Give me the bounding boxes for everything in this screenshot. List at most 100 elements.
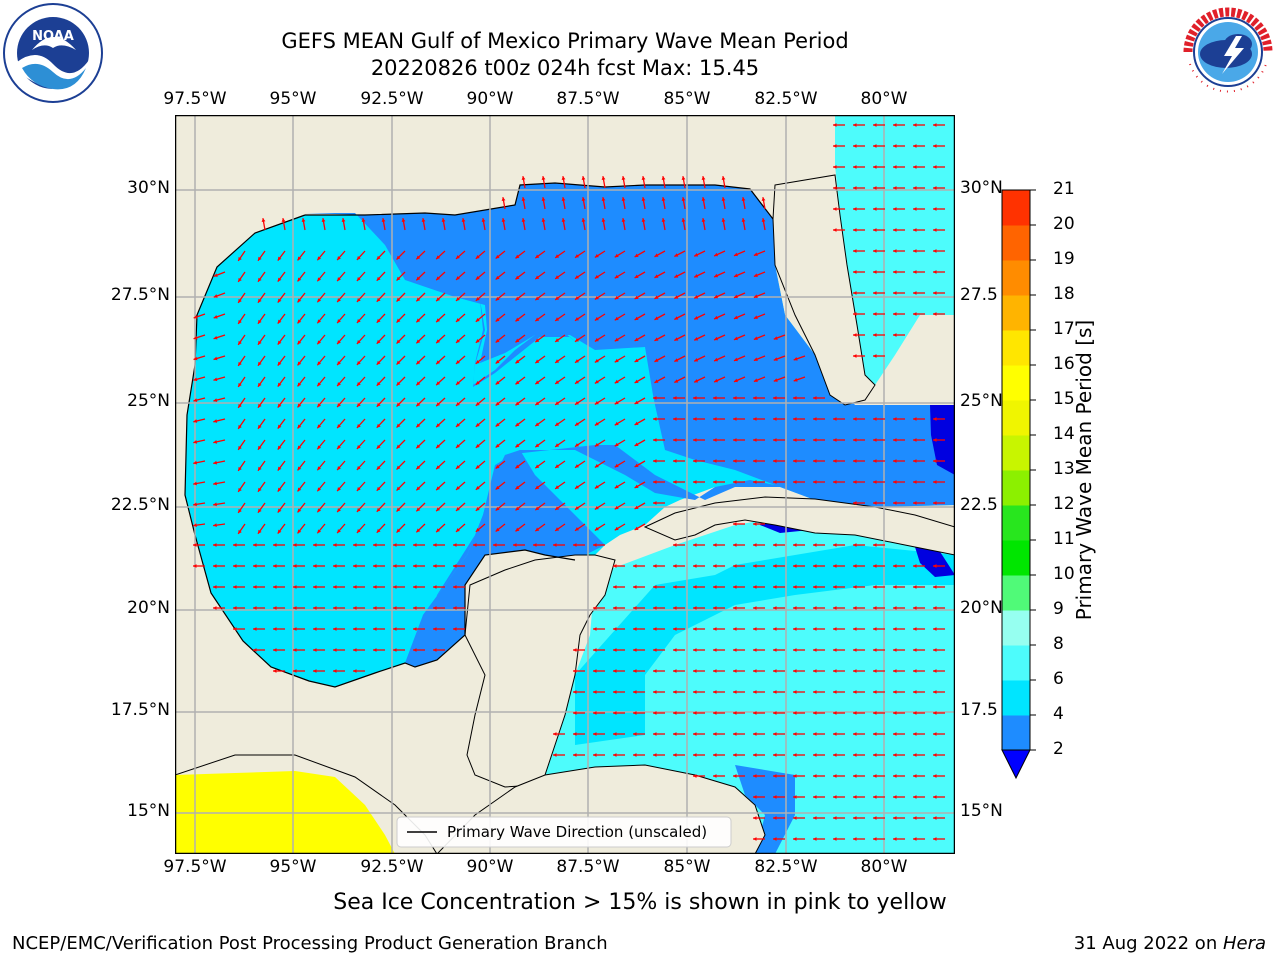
wave-arrow xyxy=(253,606,265,610)
wave-arrow xyxy=(873,711,885,715)
wave-arrow xyxy=(213,564,225,568)
wave-arrow xyxy=(893,774,905,778)
wave-arrow xyxy=(233,627,245,631)
wave-arrow xyxy=(253,585,265,589)
wave-arrow xyxy=(581,197,586,210)
wave-arrow xyxy=(753,564,765,568)
wave-arrow xyxy=(213,355,226,361)
wave-arrow xyxy=(853,207,865,211)
wave-arrow xyxy=(316,355,326,366)
wave-arrow xyxy=(193,418,206,423)
wave-arrow xyxy=(813,627,825,631)
gulf-map: Primary Wave Direction (unscaled) xyxy=(175,115,955,854)
wave-arrow xyxy=(813,585,825,589)
wave-arrow xyxy=(373,585,385,589)
wave-arrow xyxy=(415,418,426,428)
wave-arrow xyxy=(701,218,706,231)
wave-arrow xyxy=(261,218,266,231)
wave-arrow xyxy=(773,438,785,442)
wave-arrow xyxy=(693,313,706,320)
wave-arrow xyxy=(277,502,286,513)
wave-arrow xyxy=(893,270,905,274)
wave-arrow xyxy=(873,753,885,757)
colorbar-segment xyxy=(1002,225,1030,261)
wave-arrow xyxy=(534,376,546,385)
wave-arrow xyxy=(415,502,426,512)
wave-arrow xyxy=(554,334,566,343)
wave-arrow xyxy=(435,292,446,302)
lon-label-top: 80°W xyxy=(860,89,908,109)
wave-arrow xyxy=(495,460,506,470)
wave-arrow xyxy=(553,732,565,736)
wave-arrow xyxy=(396,481,406,491)
wave-arrow xyxy=(661,176,666,189)
wave-arrow xyxy=(453,627,465,631)
wave-arrow xyxy=(257,439,266,451)
wave-arrow xyxy=(653,711,665,715)
wave-arrow xyxy=(475,313,486,323)
wave-arrow xyxy=(594,250,606,258)
nws-logo xyxy=(1178,2,1278,106)
wave-arrow xyxy=(376,523,386,534)
wave-arrow xyxy=(893,165,905,169)
wave-arrow xyxy=(654,334,666,342)
wave-arrow xyxy=(313,564,325,568)
wave-arrow xyxy=(515,439,526,448)
wave-arrow xyxy=(297,481,306,492)
colorbar-segment xyxy=(1002,680,1030,716)
wave-arrow xyxy=(593,711,605,715)
wave-arrow xyxy=(753,334,766,341)
wave-arrow xyxy=(336,460,346,471)
wave-arrow xyxy=(293,627,305,631)
wave-arrow xyxy=(554,313,566,322)
wave-arrow xyxy=(833,186,845,190)
wave-arrow xyxy=(396,502,406,512)
lat-label-right: 22.5 xyxy=(960,495,998,515)
wave-arrow xyxy=(574,481,586,490)
wave-arrow xyxy=(893,207,905,211)
wave-arrow xyxy=(653,753,665,757)
wave-arrow xyxy=(594,418,606,426)
wave-arrow xyxy=(455,376,466,386)
wave-arrow xyxy=(273,669,285,673)
wave-arrow xyxy=(614,502,626,510)
wave-arrow xyxy=(253,564,265,568)
wave-arrow xyxy=(693,271,706,278)
wave-arrow xyxy=(753,480,765,484)
wave-arrow xyxy=(493,543,505,547)
wave-arrow xyxy=(653,480,665,484)
wave-arrow xyxy=(733,648,745,652)
wave-arrow xyxy=(277,292,286,303)
wave-arrow xyxy=(613,627,625,631)
wave-arrow xyxy=(237,271,246,283)
wave-arrow xyxy=(316,502,326,513)
wave-arrow xyxy=(873,543,885,547)
wave-arrow xyxy=(654,313,666,321)
colorbar-segment xyxy=(1002,190,1030,226)
wave-arrow xyxy=(893,585,905,589)
wave-arrow xyxy=(813,774,825,778)
wave-arrow xyxy=(273,564,285,568)
wave-arrow xyxy=(336,271,346,282)
wave-arrow xyxy=(336,397,346,408)
wave-arrow xyxy=(753,627,765,631)
wave-arrow xyxy=(613,753,625,757)
wave-arrow xyxy=(273,648,285,652)
wave-arrow xyxy=(813,438,825,442)
wave-arrow xyxy=(653,648,665,652)
wave-arrow xyxy=(534,334,546,343)
wave-arrow xyxy=(614,460,626,468)
wave-arrow xyxy=(853,354,865,358)
wave-arrow xyxy=(813,564,825,568)
colorbar-segment xyxy=(1002,260,1030,296)
wave-arrow xyxy=(933,669,945,673)
wave-arrow xyxy=(713,271,726,278)
wave-arrow xyxy=(634,376,646,384)
wave-arrow xyxy=(277,460,286,471)
wave-arrow xyxy=(393,564,405,568)
wave-arrow xyxy=(713,313,726,320)
wave-arrow xyxy=(813,648,825,652)
lon-label-bottom: 90°W xyxy=(466,857,514,877)
colorbar-tick-label: 18 xyxy=(1053,284,1075,304)
wave-arrow xyxy=(873,165,885,169)
